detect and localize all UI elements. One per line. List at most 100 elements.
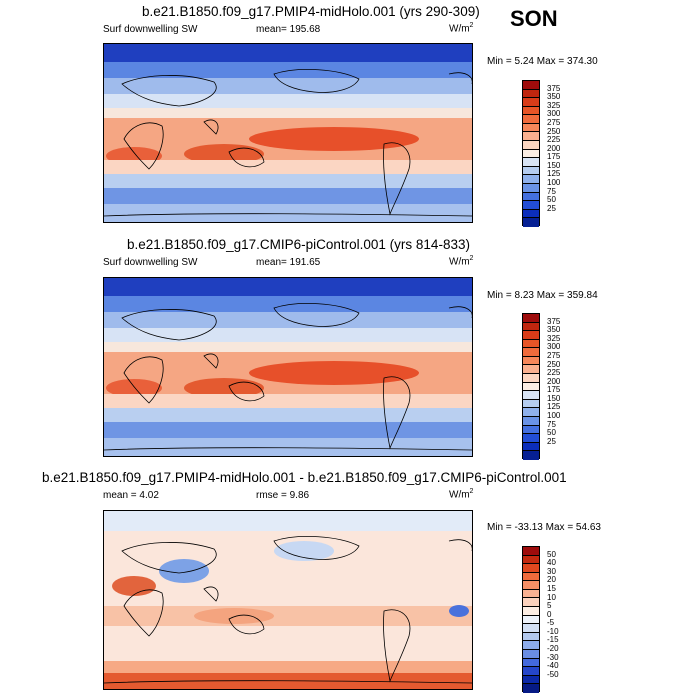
panel2-legend-label: 375 — [547, 316, 561, 326]
panel3-legend-swatch — [523, 598, 539, 608]
panel3-legend-label: 0 — [547, 609, 552, 619]
panel1-variable: Surf downwelling SW — [103, 24, 198, 35]
panel3-title: b.e21.B1850.f09_g17.PMIP4-midHolo.001 - … — [42, 470, 567, 485]
panel3-legend-label: 10 — [547, 592, 556, 602]
panel1-legend-swatch — [523, 132, 539, 142]
panel2-minmax: Min = 8.23 Max = 359.84 — [487, 290, 598, 301]
panel1-legend-bar — [522, 80, 540, 227]
panel2-legend-swatch — [523, 322, 539, 332]
panel2-legend-label: 350 — [547, 325, 561, 335]
panel1-legend-swatch — [523, 201, 539, 210]
panel3-units: W/m2 — [449, 488, 474, 501]
panel1-legend-label: 275 — [547, 117, 561, 127]
panel2-legend-label: 25 — [547, 436, 556, 446]
panel3-map-field — [104, 511, 472, 689]
panel2-legend-label: 175 — [547, 385, 561, 395]
panel2-legend-swatch — [523, 416, 539, 426]
panel3-legend-swatch — [523, 675, 539, 685]
panel2-legend-label: 325 — [547, 333, 561, 343]
panel3-legend-swatch — [523, 607, 539, 616]
panel1-map-field — [104, 44, 472, 222]
panel2-legend-swatch — [523, 399, 539, 409]
panel3-legend-swatch — [523, 564, 539, 573]
panel1-legend-swatch — [523, 106, 539, 116]
panel2-legend-swatch — [523, 348, 539, 357]
panel2-units: W/m2 — [449, 255, 474, 268]
panel2-legend-swatch — [523, 425, 539, 435]
panel2-legend-bar — [522, 313, 540, 460]
panel2-legend-swatch — [523, 408, 539, 417]
panel1-legend-label: 125 — [547, 169, 561, 179]
panel3-legend-swatch — [523, 641, 539, 650]
panel1-legend-label: 225 — [547, 135, 561, 145]
panel2-legend-label: 100 — [547, 411, 561, 421]
panel3-legend-swatch — [523, 649, 539, 659]
panel1-legend-swatch — [523, 89, 539, 99]
panel1-legend-label: 75 — [547, 186, 556, 196]
panel1-legend-label: 350 — [547, 92, 561, 102]
panel1-legend-swatch — [523, 158, 539, 167]
panel3-map — [103, 510, 473, 690]
panel1-legend-swatch — [523, 81, 539, 90]
panel3-legend-label: -15 — [547, 635, 559, 645]
panel2-legend-swatch — [523, 442, 539, 452]
panel3-legend-swatch — [523, 615, 539, 625]
panel1-legend-label: 375 — [547, 83, 561, 93]
panel1-legend-label: 325 — [547, 100, 561, 110]
panel1-legend-swatch — [523, 183, 539, 193]
panel3-legend-swatch — [523, 684, 539, 693]
panel3-legend-label: -50 — [547, 669, 559, 679]
panel2-legend-label: 200 — [547, 376, 561, 386]
panel3-legend-label: 15 — [547, 583, 556, 593]
panel3-rmse: rmse = 9.86 — [256, 490, 310, 501]
panel2-legend-swatch — [523, 382, 539, 392]
panel3-legend-label: 5 — [547, 601, 552, 611]
panel3-legend-label: -10 — [547, 626, 559, 636]
panel1-units: W/m2 — [449, 22, 474, 35]
panel1-legend-swatch — [523, 192, 539, 202]
panel2-legend-label: 150 — [547, 393, 561, 403]
panel3-legend-swatch — [523, 581, 539, 590]
panel1-legend-label: 300 — [547, 109, 561, 119]
panel1-map — [103, 43, 473, 223]
panel2-legend-swatch — [523, 314, 539, 323]
panel1-legend-swatch — [523, 166, 539, 176]
panel2-legend-swatch — [523, 434, 539, 443]
panel3-legend-label: -30 — [547, 652, 559, 662]
panel3-legend-label: 40 — [547, 558, 556, 568]
panel3-minmax: Min = -33.13 Max = 54.63 — [487, 522, 601, 533]
panel1-legend-label: 150 — [547, 160, 561, 170]
panel3-legend-label: 20 — [547, 575, 556, 585]
panel1-legend-label: 175 — [547, 152, 561, 162]
panel1-legend-swatch — [523, 141, 539, 150]
panel2-title: b.e21.B1850.f09_g17.CMIP6-piControl.001 … — [127, 237, 470, 252]
panel3-legend-swatch — [523, 572, 539, 582]
panel2-legend-label: 300 — [547, 342, 561, 352]
panel2-legend-label: 125 — [547, 402, 561, 412]
panel3-legend-bar — [522, 546, 540, 693]
panel2-legend-swatch — [523, 391, 539, 400]
panel2-legend-swatch — [523, 365, 539, 375]
panel2-legend-swatch — [523, 331, 539, 340]
panel1-legend-swatch — [523, 209, 539, 219]
panel3-legend-swatch — [523, 589, 539, 599]
panel2-legend-label: 75 — [547, 419, 556, 429]
season-label: SON — [510, 6, 558, 31]
panel1-legend-swatch — [523, 175, 539, 184]
panel1-legend-label: 250 — [547, 126, 561, 136]
panel3-legend-swatch — [523, 667, 539, 676]
panel2-mean: mean= 191.65 — [256, 257, 321, 268]
panel2-legend-label: 275 — [547, 350, 561, 360]
panel2-legend-swatch — [523, 374, 539, 383]
panel1-legend-label: 100 — [547, 178, 561, 188]
panel3-legend-swatch — [523, 632, 539, 642]
panel1-legend-swatch — [523, 149, 539, 159]
panel1-minmax: Min = 5.24 Max = 374.30 — [487, 56, 598, 67]
panel3-legend-label: -5 — [547, 618, 555, 628]
panel2-legend-label: 50 — [547, 428, 556, 438]
panel2-map — [103, 277, 473, 457]
panel1-legend-label: 25 — [547, 203, 556, 213]
panel2-legend-label: 250 — [547, 359, 561, 369]
panel3-legend-swatch — [523, 547, 539, 556]
panel3-legend-swatch — [523, 624, 539, 633]
